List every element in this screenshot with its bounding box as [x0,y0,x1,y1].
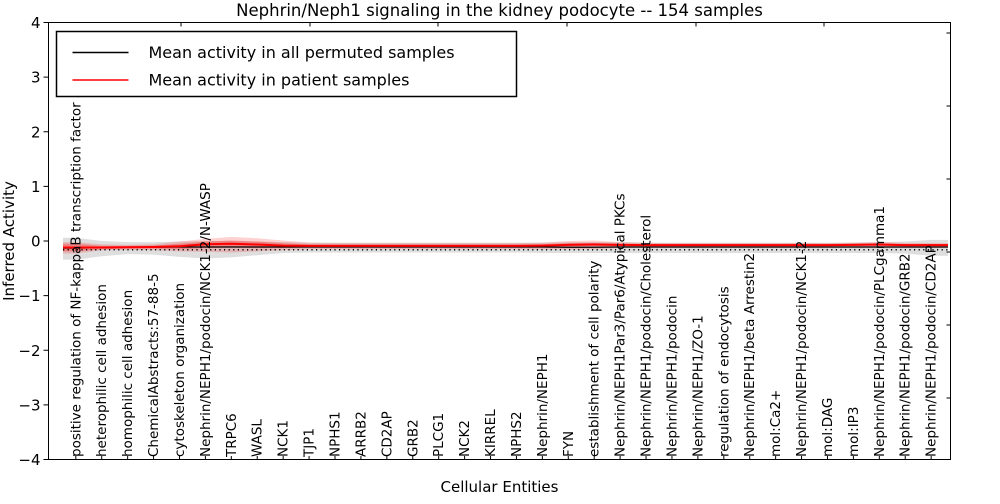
x-tick-label: NCK1 [276,420,292,457]
legend-label: Mean activity in patient samples [149,71,410,90]
y-tick-label: 0 [31,233,41,251]
x-tick-label: Nephrin/NEPH1/podocin/CD2AP [924,245,940,457]
y-tick-label: −4 [18,451,40,469]
x-tick-label: Nephrin/NEPH1/beta Arrestin2 [742,253,758,457]
x-tick-label: Nephrin/NEPH1/podocin/Cholesterol [639,215,655,457]
x-tick-label: positive regulation of NF-kappaB transcr… [68,90,84,457]
chart-title: Nephrin/Neph1 signaling in the kidney po… [236,1,763,20]
y-tick-label: 3 [31,69,41,87]
x-tick-label: PLCG1 [431,413,447,457]
x-tick-label: Nephrin/NEPH1/podocin/NCK1-2/N-WASP [198,183,214,457]
series-line-2 [63,242,948,249]
series-line-0 [63,246,948,249]
y-tick-label: 2 [31,123,41,141]
x-tick-label: FYN [561,431,577,457]
x-tick-label: TRPC6 [224,413,240,458]
x-tick-label: KIRREL [483,409,499,457]
x-tick-label: establishment of cell polarity [587,261,603,457]
x-tick-label: cytoskeleton organization [172,283,188,457]
x-tick-label: NCK2 [457,420,473,457]
y-tick-label: −2 [18,342,40,360]
x-tick-label: NPHS1 [328,411,344,457]
legend-box [55,30,518,98]
x-tick-label: mol:DAG [820,398,836,457]
y-tick-label: −3 [18,396,40,414]
x-tick-label: TJP1 [302,428,318,458]
x-tick-label: Nephrin/NEPH1/podocin/PLCgamma1 [872,206,888,457]
x-tick-label: ARRB2 [353,411,369,457]
x-tick-label: Nephrin/NEPH1/podocin/NCK1-2 [794,241,810,457]
band-0 [63,237,948,260]
x-tick-label: Nephrin/NEPH1/podocin/GRB2 [898,253,914,457]
y-tick-label: 1 [31,178,41,196]
x-tick-label: Nephrin/NEPH1/podocin [664,296,680,457]
x-tick-label: mol:Ca2+ [768,390,784,457]
x-tick-label: CD2AP [379,411,395,457]
x-axis-label: Cellular Entities [441,478,559,496]
x-tick-label: Nephrin/NEPH1/ZO-1 [690,315,706,457]
x-tick-label: heterophilic cell adhesion [94,284,110,457]
x-tick-label: Nephrin/NEPH1Par3/Par6/Atypical PKCs [613,194,629,458]
x-tick-label: GRB2 [405,419,421,457]
x-tick-label: WASL [250,419,266,457]
x-tick-label: mol:IP3 [846,407,862,457]
x-tick-label: Nephrin/NEPH1 [535,354,551,457]
legend-label: Mean activity in all permuted samples [149,43,455,62]
x-tick-label: NPHS2 [509,411,525,457]
y-axis-label: Inferred Activity [0,181,18,301]
x-tick-label: ChemicalAbstracts:57-88-5 [146,273,162,457]
x-tick-label: homophilic cell adhesion [120,290,136,457]
x-tick-label: regulation of endocytosis [716,286,732,457]
y-tick-label: 4 [31,14,41,32]
y-tick-label: −1 [18,287,40,305]
